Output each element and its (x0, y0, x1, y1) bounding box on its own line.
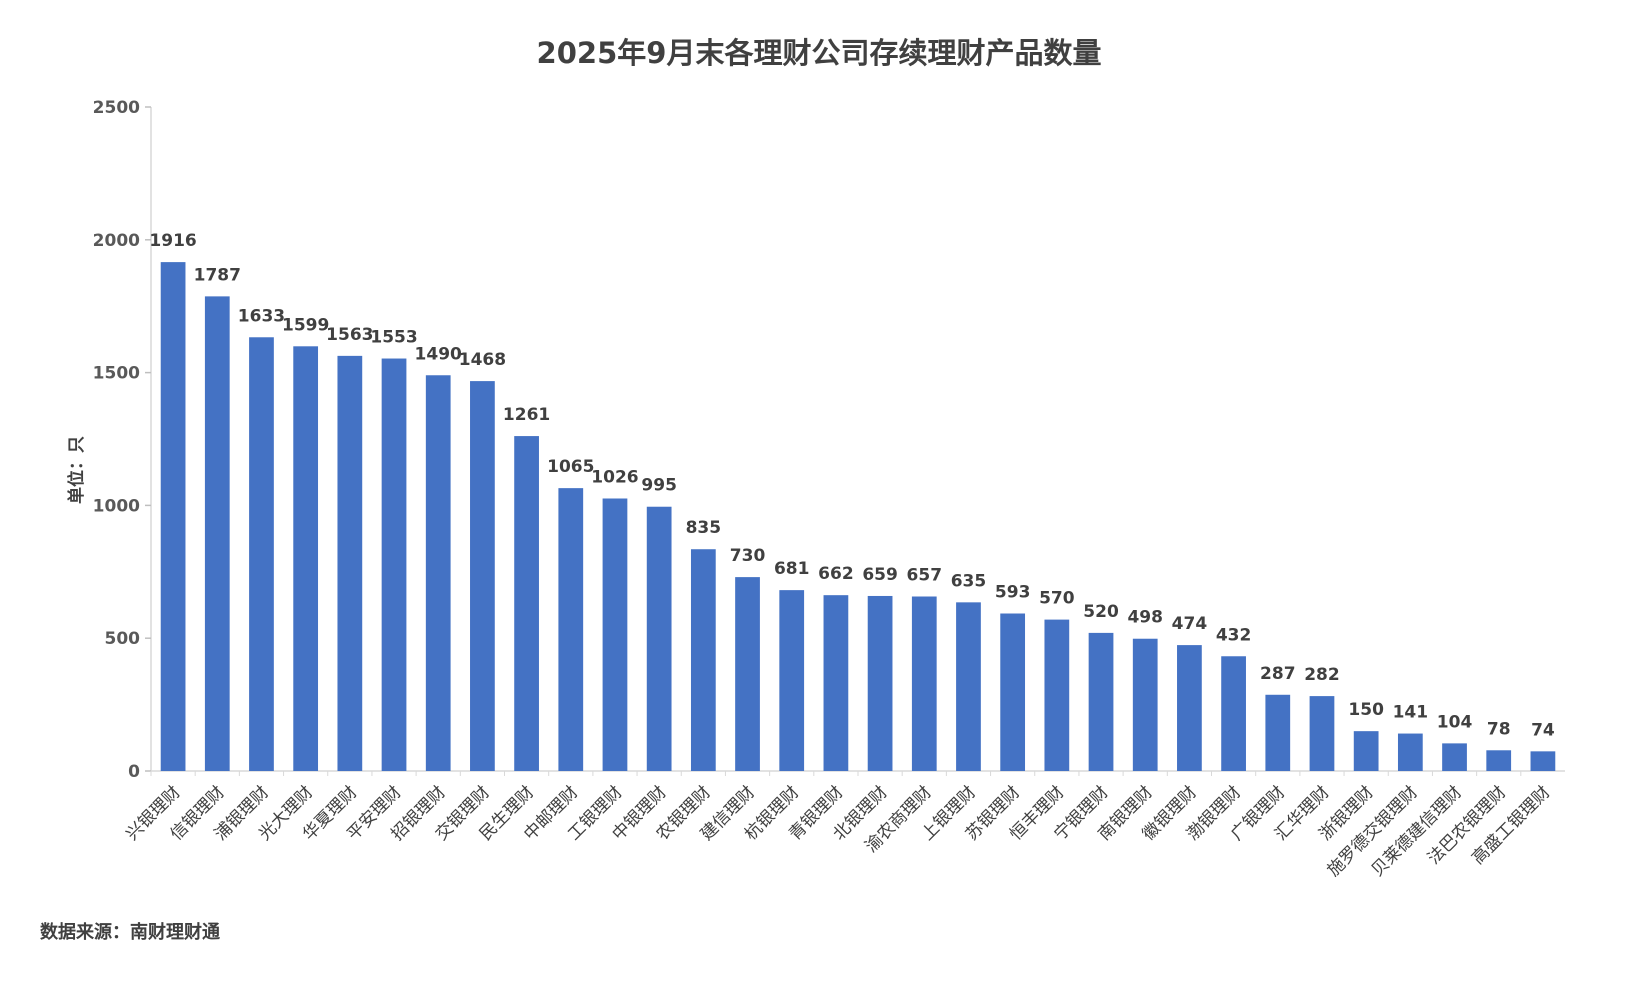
data-label: 104 (1437, 712, 1473, 732)
bar (160, 262, 186, 771)
data-label: 835 (686, 518, 722, 538)
bar (735, 577, 760, 771)
bar (602, 498, 628, 771)
data-label: 1563 (326, 325, 373, 345)
source-note: 数据来源：南财理财通 (40, 922, 220, 943)
data-label: 474 (1172, 614, 1208, 634)
bar (646, 506, 672, 771)
bar (1530, 751, 1556, 771)
bar (956, 602, 981, 771)
data-label: 1468 (459, 350, 506, 370)
bar (1088, 632, 1114, 771)
data-label: 662 (818, 564, 854, 584)
bar (1353, 731, 1379, 771)
bar (1486, 750, 1512, 771)
data-label: 1787 (194, 265, 241, 285)
data-label: 1065 (547, 457, 594, 477)
bar (1265, 694, 1291, 771)
bar (1044, 619, 1070, 771)
data-label: 995 (641, 476, 677, 496)
bar (1309, 696, 1335, 771)
bar (911, 596, 937, 771)
y-tick-label: 0 (128, 762, 140, 782)
data-label: 1553 (370, 328, 417, 348)
data-label: 659 (862, 565, 898, 585)
data-label: 498 (1127, 608, 1163, 628)
bar (1132, 638, 1158, 771)
data-label: 1261 (503, 405, 550, 425)
bar (867, 595, 893, 771)
category-labels-group: 兴银理财信银理财浦银理财光大理财华夏理财平安理财招银理财交银理财民生理财中邮理财… (122, 782, 1554, 880)
data-label: 1026 (591, 467, 638, 487)
data-label: 657 (907, 566, 943, 586)
bar (425, 375, 451, 771)
bar (293, 346, 319, 771)
data-label: 1916 (149, 231, 196, 251)
data-label: 570 (1039, 589, 1075, 609)
bar (558, 488, 584, 771)
data-label: 141 (1393, 703, 1429, 723)
y-axis-label: 单位：只 (66, 436, 87, 504)
data-label: 432 (1216, 625, 1252, 645)
bar (1397, 733, 1423, 771)
data-label: 78 (1487, 719, 1511, 739)
bar (1177, 645, 1202, 771)
data-label: 635 (951, 571, 987, 591)
data-label: 1490 (415, 344, 462, 364)
data-label: 287 (1260, 664, 1296, 684)
y-tick-label: 2500 (93, 98, 140, 118)
bar (337, 355, 363, 771)
data-label: 681 (774, 559, 810, 579)
bars-group (160, 262, 1556, 771)
chart-title: 2025年9月末各理财公司存续理财产品数量 (536, 36, 1102, 70)
y-tick-label: 2000 (93, 231, 140, 251)
bar (381, 358, 407, 771)
data-label: 1599 (282, 315, 329, 335)
bar (823, 595, 849, 771)
data-label: 150 (1348, 700, 1384, 720)
data-label: 520 (1083, 602, 1119, 622)
bar (204, 296, 230, 771)
bar (690, 549, 716, 771)
bar (779, 590, 805, 771)
y-tick-label: 1000 (93, 496, 140, 516)
bar (514, 436, 539, 771)
data-label: 282 (1304, 665, 1340, 685)
bar (470, 381, 495, 771)
data-label: 730 (730, 546, 766, 566)
data-label: 593 (995, 582, 1031, 602)
bar (1442, 743, 1467, 771)
y-tick-label: 1500 (93, 364, 140, 384)
data-label: 74 (1531, 720, 1555, 740)
bar (1221, 656, 1246, 771)
bar (249, 337, 274, 771)
data-label: 1633 (238, 306, 285, 326)
y-tick-label: 500 (105, 629, 141, 649)
bar (1000, 613, 1026, 771)
